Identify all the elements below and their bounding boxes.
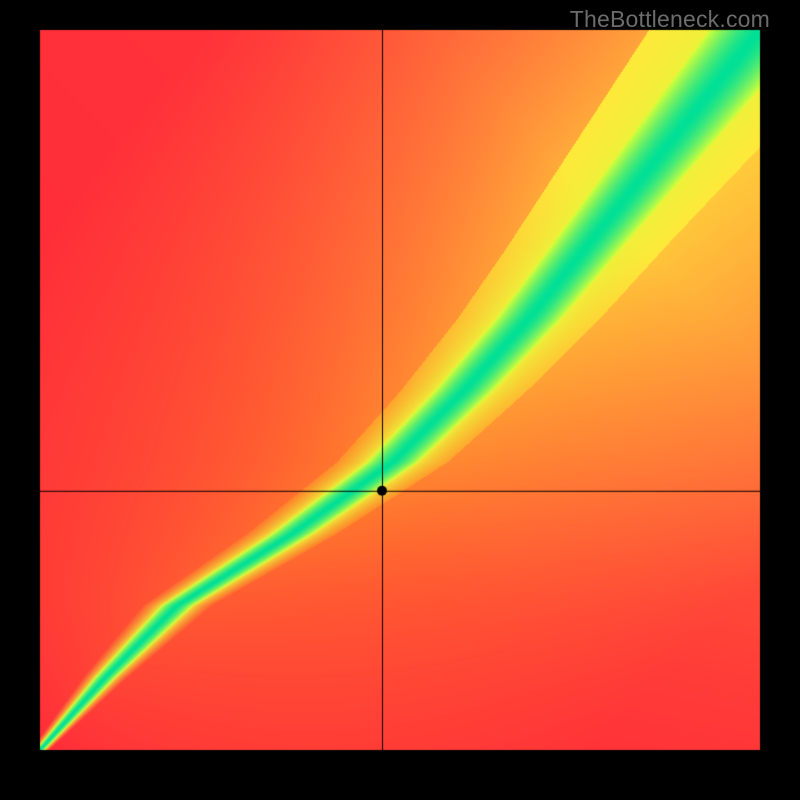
bottleneck-heatmap: [0, 0, 800, 800]
watermark-text: TheBottleneck.com: [570, 6, 770, 33]
